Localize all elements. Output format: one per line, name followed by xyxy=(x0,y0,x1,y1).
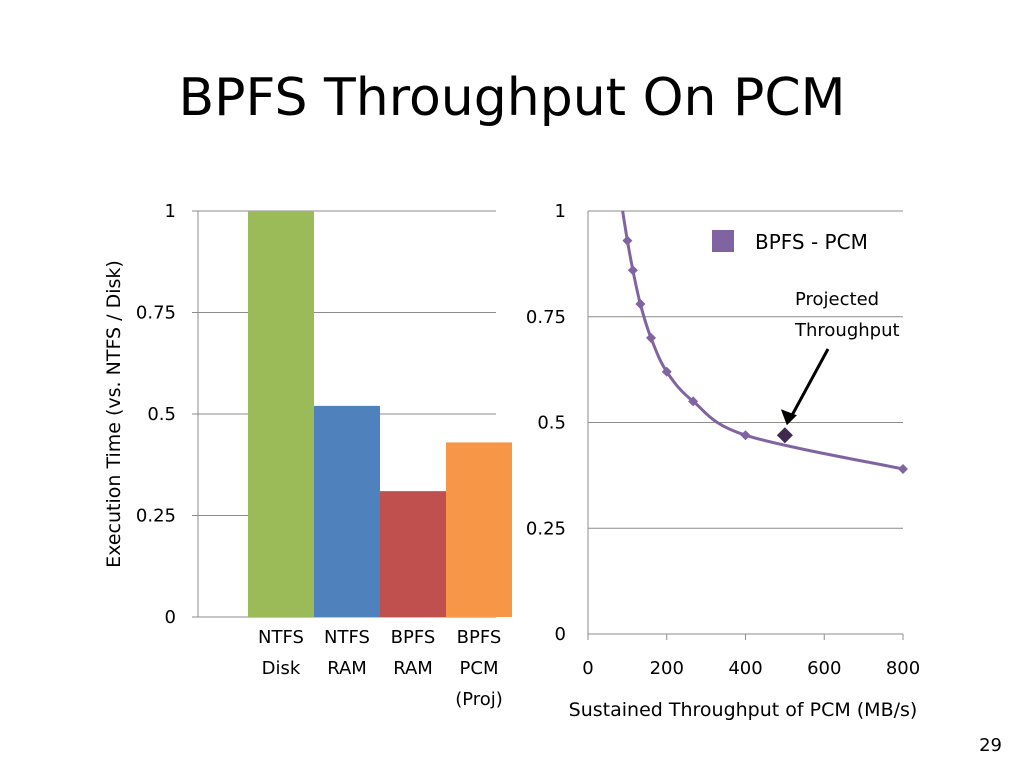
bar-y-tick-label: 0.75 xyxy=(136,303,176,324)
bar-y-tick-label: 0.5 xyxy=(147,404,176,425)
line-x-axis-title: Sustained Throughput of PCM (MB/s) xyxy=(569,699,918,721)
line-y-tick-label: 0.25 xyxy=(526,518,566,539)
bar-chart: 0 0.25 0.5 0.75 1 NTFS Disk NTFS RAM BPFS RAM BPFS… xyxy=(103,201,512,710)
bar-category-label: BPFS xyxy=(391,627,436,648)
page-number: 29 xyxy=(979,735,1002,756)
data-point xyxy=(627,265,638,276)
data-point xyxy=(622,235,633,246)
legend-swatch xyxy=(712,230,734,252)
data-point xyxy=(740,430,751,441)
annotation-arrow-shaft xyxy=(788,348,830,420)
legend-label: BPFS - PCM xyxy=(755,230,868,254)
bar-category-label: NTFS xyxy=(324,627,370,648)
slide-title: BPFS Throughput On PCM xyxy=(178,68,846,128)
bar xyxy=(314,405,380,617)
annotation-arrowhead xyxy=(780,409,797,426)
line-y-tick-label: 1 xyxy=(555,201,566,222)
line-x-tick-label: 400 xyxy=(728,658,762,679)
data-point xyxy=(661,366,672,377)
line-y-tick-label: 0.5 xyxy=(537,413,566,434)
bar xyxy=(248,211,314,617)
bar-category-label: PCM xyxy=(460,658,499,679)
bar-y-tick-label: 1 xyxy=(165,201,176,222)
line-x-tick-label: 200 xyxy=(650,658,684,679)
line-chart: 0 0.25 0.5 0.75 1 0 200 400 600 800 BPFS - PCM P… xyxy=(526,201,920,721)
annotation-text: Projected xyxy=(795,289,879,310)
line-y-tick-label: 0 xyxy=(555,624,566,645)
bar-category-label: (Proj) xyxy=(455,689,503,710)
bar-y-axis-title: Execution Time (vs. NTFS / Disk) xyxy=(103,260,125,568)
bar-y-tick-label: 0.25 xyxy=(136,506,176,527)
data-point xyxy=(688,396,699,407)
bar-category-label: RAM xyxy=(393,658,433,679)
annotation-text: Throughput xyxy=(794,320,900,341)
bar-category-label: BPFS xyxy=(457,627,502,648)
bar-y-tick-label: 0 xyxy=(165,607,176,628)
projected-point-marker xyxy=(776,427,793,444)
bar-category-label: Disk xyxy=(262,658,301,679)
line-x-tick-label: 600 xyxy=(807,658,841,679)
bar xyxy=(380,491,446,617)
line-x-tick-label: 0 xyxy=(582,658,593,679)
bar-category-label: NTFS xyxy=(258,627,304,648)
bar xyxy=(446,442,512,617)
bar-category-label: RAM xyxy=(327,658,367,679)
data-point xyxy=(635,299,646,310)
line-x-tick-label: 800 xyxy=(886,658,920,679)
data-point xyxy=(646,332,656,343)
line-y-tick-label: 0.75 xyxy=(526,307,566,328)
data-point xyxy=(898,464,908,475)
